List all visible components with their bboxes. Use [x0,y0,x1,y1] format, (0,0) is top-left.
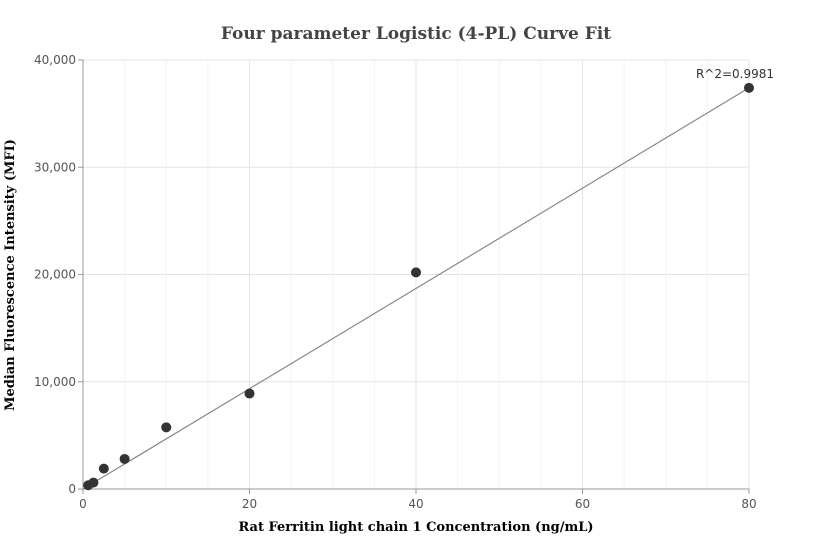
x-tick-label: 40 [408,497,423,511]
data-point [244,388,255,399]
y-axis-ticks: 0 10,000 20,000 30,000 40,000 [34,53,83,496]
x-tick-label: 80 [741,497,756,511]
data-point [744,82,754,93]
data-point [119,453,130,464]
data-points [83,82,754,491]
data-point [411,267,421,278]
data-point [161,422,172,433]
x-tick-label: 20 [242,497,257,511]
data-point [88,477,99,488]
y-tick-label: 40,000 [34,53,76,67]
r-squared-annotation: R^2=0.9981 [696,67,774,81]
x-axis-title: Rat Ferritin light chain 1 Concentration… [238,520,593,535]
x-tick-label: 0 [79,497,87,511]
y-axis-title: Median Fluorescence Intensity (MFI) [3,139,18,411]
data-point [98,463,109,474]
y-tick-label: 10,000 [34,375,76,389]
y-tick-label: 0 [68,482,76,496]
fit-line [82,87,750,490]
x-tick-label: 60 [575,497,590,511]
x-axis-ticks: 0 20 40 60 80 [79,489,757,511]
y-tick-label: 20,000 [34,268,76,282]
fit-curve [82,87,750,490]
chart-title: Four parameter Logistic (4-PL) Curve Fit [221,24,611,44]
y-tick-label: 30,000 [34,160,76,174]
